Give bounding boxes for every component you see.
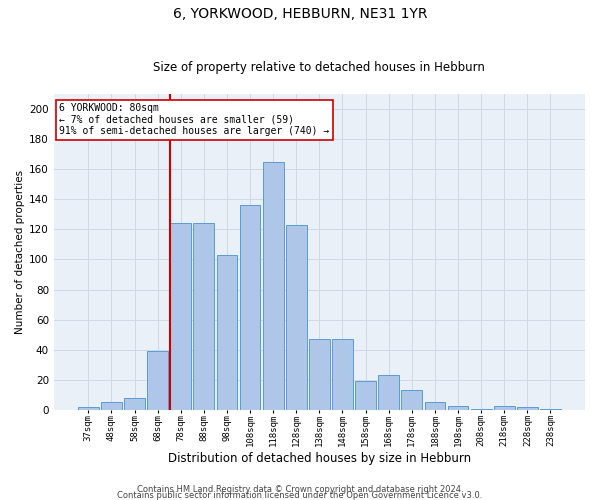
Text: Contains HM Land Registry data © Crown copyright and database right 2024.: Contains HM Land Registry data © Crown c…	[137, 484, 463, 494]
Bar	[355, 382, 376, 410]
Bar	[124, 398, 145, 410]
Bar	[540, 408, 561, 410]
Bar	[494, 406, 515, 410]
Bar	[147, 352, 168, 410]
Text: 6 YORKWOOD: 80sqm
← 7% of detached houses are smaller (59)
91% of semi-detached : 6 YORKWOOD: 80sqm ← 7% of detached house…	[59, 103, 329, 136]
Bar	[471, 408, 491, 410]
Text: Contains public sector information licensed under the Open Government Licence v3: Contains public sector information licen…	[118, 490, 482, 500]
Bar	[379, 376, 399, 410]
Bar	[401, 390, 422, 410]
Bar	[239, 205, 260, 410]
Title: Size of property relative to detached houses in Hebburn: Size of property relative to detached ho…	[154, 62, 485, 74]
Bar	[286, 225, 307, 410]
X-axis label: Distribution of detached houses by size in Hebburn: Distribution of detached houses by size …	[168, 452, 471, 465]
Text: 6, YORKWOOD, HEBBURN, NE31 1YR: 6, YORKWOOD, HEBBURN, NE31 1YR	[173, 8, 427, 22]
Bar	[448, 406, 469, 410]
Bar	[101, 402, 122, 410]
Bar	[332, 339, 353, 410]
Y-axis label: Number of detached properties: Number of detached properties	[15, 170, 25, 334]
Bar	[517, 407, 538, 410]
Bar	[263, 162, 284, 410]
Bar	[217, 255, 238, 410]
Bar	[170, 224, 191, 410]
Bar	[78, 407, 99, 410]
Bar	[309, 339, 330, 410]
Bar	[193, 224, 214, 410]
Bar	[425, 402, 445, 410]
